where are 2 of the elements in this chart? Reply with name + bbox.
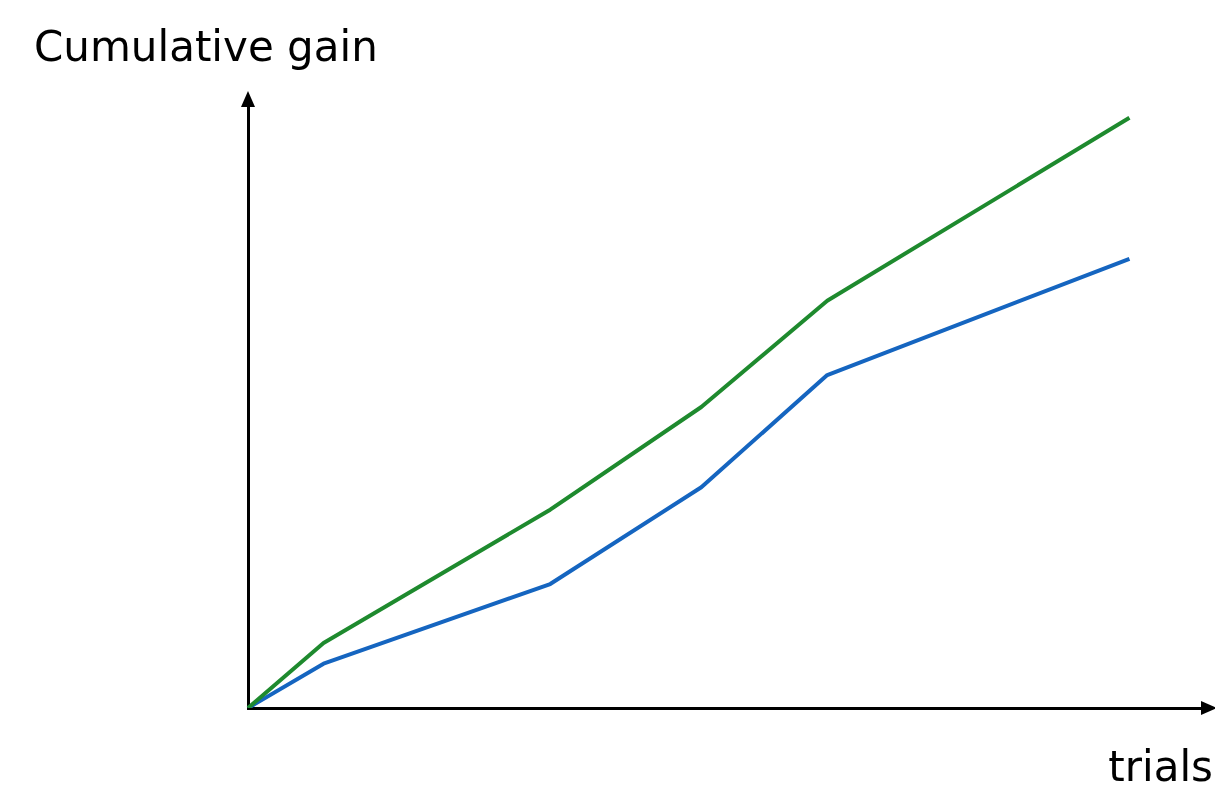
y-axis-title: Cumulative gain [34, 22, 378, 71]
x-axis-title: trials [1108, 742, 1213, 791]
